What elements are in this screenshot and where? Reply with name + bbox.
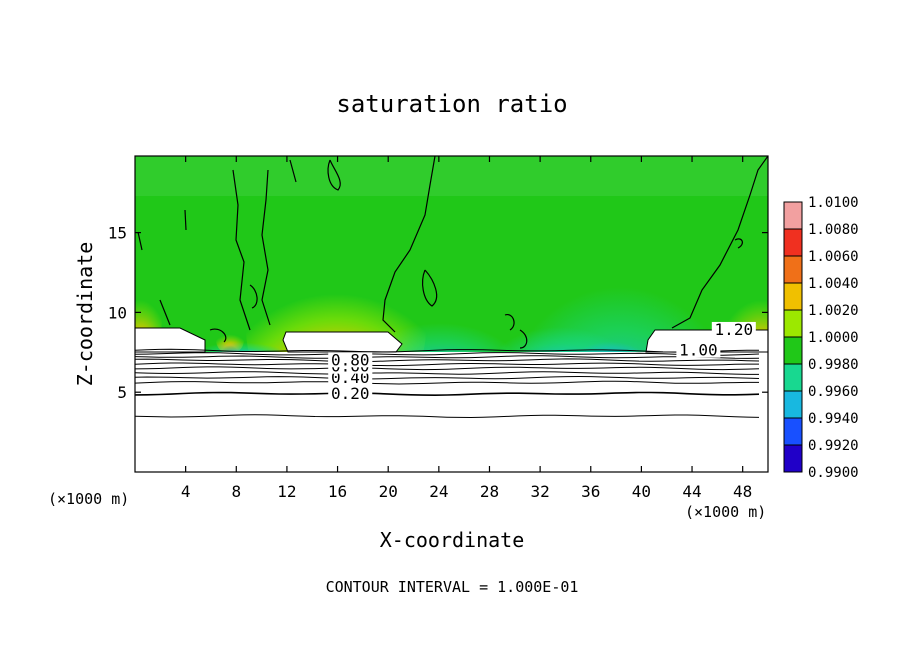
x-unit-right: (×1000 m) — [685, 503, 766, 521]
contour-line — [135, 358, 760, 363]
colorbar-label: 0.9900 — [808, 465, 859, 481]
contour-line — [135, 380, 759, 385]
colorbar: 1.0100 1.0080 1.0060 1.0040 1.0020 1.0000 0.99… — [783, 195, 859, 481]
contour-line — [135, 352, 760, 356]
plot-area: 0.200.400.600.801.001.20 — [135, 156, 768, 472]
colorbar-label: 0.9920 — [808, 438, 859, 454]
colorbar-label: 1.0020 — [808, 303, 859, 319]
colorbar-swatch — [784, 310, 802, 337]
x-tick-label: 40 — [632, 482, 651, 501]
colorbar-label: 1.0100 — [808, 195, 859, 211]
field-light-band — [135, 156, 768, 196]
colorbar-swatch — [784, 364, 802, 391]
colorbar-swatch — [784, 283, 802, 310]
cloud-bump-left — [135, 327, 206, 353]
x-axis-label: X-coordinate — [380, 528, 525, 552]
x-tick-label: 44 — [682, 482, 701, 501]
contour-line — [135, 348, 760, 353]
contour-line — [135, 362, 759, 367]
colorbar-label: 0.9980 — [808, 357, 859, 373]
colorbar-swatch — [784, 445, 802, 472]
colorbar-label: 1.0040 — [808, 276, 859, 292]
x-tick-label: 20 — [379, 482, 398, 501]
contour-label: 0.80 — [331, 350, 370, 369]
colorbar-label: 1.0060 — [808, 249, 859, 265]
subcloud-contours — [135, 348, 760, 419]
y-axis-ticks: 5 10 15 — [108, 224, 768, 402]
colorbar-swatch — [784, 256, 802, 283]
contour-label: 0.20 — [331, 384, 370, 403]
x-unit-left: (×1000 m) — [48, 490, 129, 508]
colorbar-label: 0.9960 — [808, 384, 859, 400]
x-tick-label: 12 — [277, 482, 296, 501]
contour-label: 1.20 — [715, 320, 754, 339]
x-tick-label: 4 — [181, 482, 191, 501]
x-tick-label: 8 — [231, 482, 241, 501]
x-tick-label: 36 — [581, 482, 600, 501]
contour-interval-note: CONTOUR INTERVAL = 1.000E-01 — [326, 578, 579, 596]
colorbar-swatch — [784, 337, 802, 364]
subcloud-region — [135, 352, 768, 472]
contour-label-bg — [328, 352, 373, 368]
cloud-bump-center — [282, 331, 403, 353]
contour-line — [135, 375, 760, 380]
y-tick-label: 15 — [108, 224, 127, 243]
contour-label-bg — [328, 385, 373, 401]
colorbar-swatch — [784, 391, 802, 418]
contour-line — [135, 414, 760, 419]
colorbar-swatch — [784, 202, 802, 229]
y-tick-label: 10 — [108, 303, 127, 322]
x-axis-ticks: 4 8 12 16 20 24 28 32 36 40 44 48 — [181, 156, 752, 501]
contour-line — [135, 391, 760, 397]
x-tick-label: 32 — [530, 482, 549, 501]
contour-line — [135, 355, 760, 359]
x-tick-label: 24 — [429, 482, 448, 501]
x-tick-label: 28 — [480, 482, 499, 501]
cloud-contours — [137, 156, 768, 349]
contour-line — [135, 366, 760, 371]
colorbar-label: 1.0080 — [808, 222, 859, 238]
x-tick-label: 16 — [328, 482, 347, 501]
colorbar-label: 0.9940 — [808, 411, 859, 427]
chart-title: saturation ratio — [336, 90, 567, 118]
colorbar-swatch — [784, 229, 802, 256]
y-axis-label: Z-coordinate — [73, 242, 97, 387]
contour-line — [135, 371, 759, 375]
colorbar-label: 1.0000 — [808, 330, 859, 346]
plot-frame — [134, 155, 769, 473]
contour-label-bg — [676, 342, 721, 358]
x-tick-label: 48 — [733, 482, 752, 501]
contour-label-bg — [711, 321, 756, 337]
contour-labels: 0.200.400.600.801.001.20 — [328, 320, 756, 403]
y-tick-label: 5 — [117, 383, 127, 402]
colorbar-swatch — [784, 418, 802, 445]
contour-label: 1.00 — [679, 341, 718, 360]
